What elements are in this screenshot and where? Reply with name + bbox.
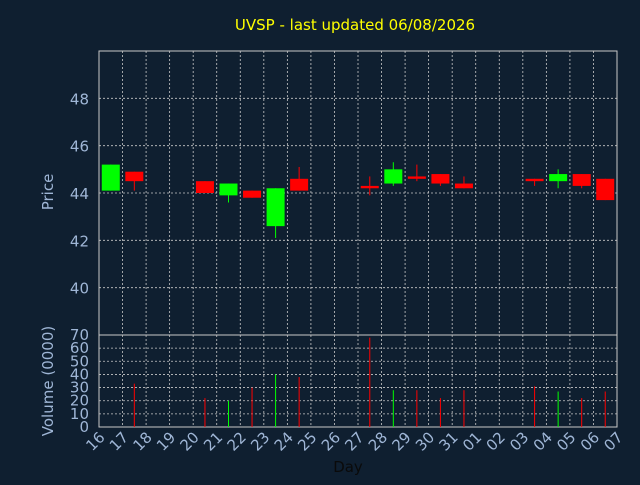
candle-body <box>525 178 544 182</box>
volume-y-tick-label: 40 <box>70 365 89 383</box>
volume-panel-frame <box>98 334 618 428</box>
candle-body <box>572 174 591 186</box>
volume-y-axis-label: Volume (0000) <box>39 326 57 436</box>
candle-body <box>290 178 309 191</box>
x-tick-labels: 1617181920212223242526272829303101020304… <box>82 428 626 454</box>
price-y-tick-label: 44 <box>70 185 89 203</box>
volume-y-tick-label: 50 <box>70 352 89 370</box>
candle-body <box>407 176 426 179</box>
candle-body <box>549 174 568 182</box>
candle-body <box>360 185 379 189</box>
candlestick-series <box>101 162 615 238</box>
candle-body <box>431 174 450 184</box>
candle-body <box>454 183 473 189</box>
volume-bar-series <box>133 337 606 427</box>
price-y-tick-label: 46 <box>70 138 89 156</box>
candle-body <box>384 169 403 184</box>
volume-y-tick-label: 0 <box>79 418 89 436</box>
candle-body <box>125 171 144 182</box>
volume-gridlines <box>99 335 617 427</box>
candle-body <box>243 190 262 198</box>
price-y-tick-label: 48 <box>70 90 89 108</box>
price-y-tick-label: 40 <box>70 280 89 298</box>
price-y-axis-label: Price <box>39 174 57 211</box>
price-y-tick-label: 42 <box>70 232 89 250</box>
candle-body <box>101 164 120 191</box>
volume-y-tick-label: 60 <box>70 339 89 357</box>
candle-body <box>266 188 285 227</box>
volume-y-tick-label: 30 <box>70 379 89 397</box>
candle-body <box>195 181 214 193</box>
price-y-tick-labels: 40 42 44 46 48 <box>70 90 89 297</box>
x-axis-label: Day <box>333 458 363 476</box>
candle-body <box>219 183 238 196</box>
price-gridlines <box>99 51 617 335</box>
volume-y-tick-label: 10 <box>70 405 89 423</box>
volume-y-tick-label: 70 <box>70 326 89 344</box>
chart-title: UVSP - last updated 06/08/2026 <box>235 16 475 34</box>
volume-y-tick-label: 20 <box>70 392 89 410</box>
candle-body <box>596 178 615 201</box>
